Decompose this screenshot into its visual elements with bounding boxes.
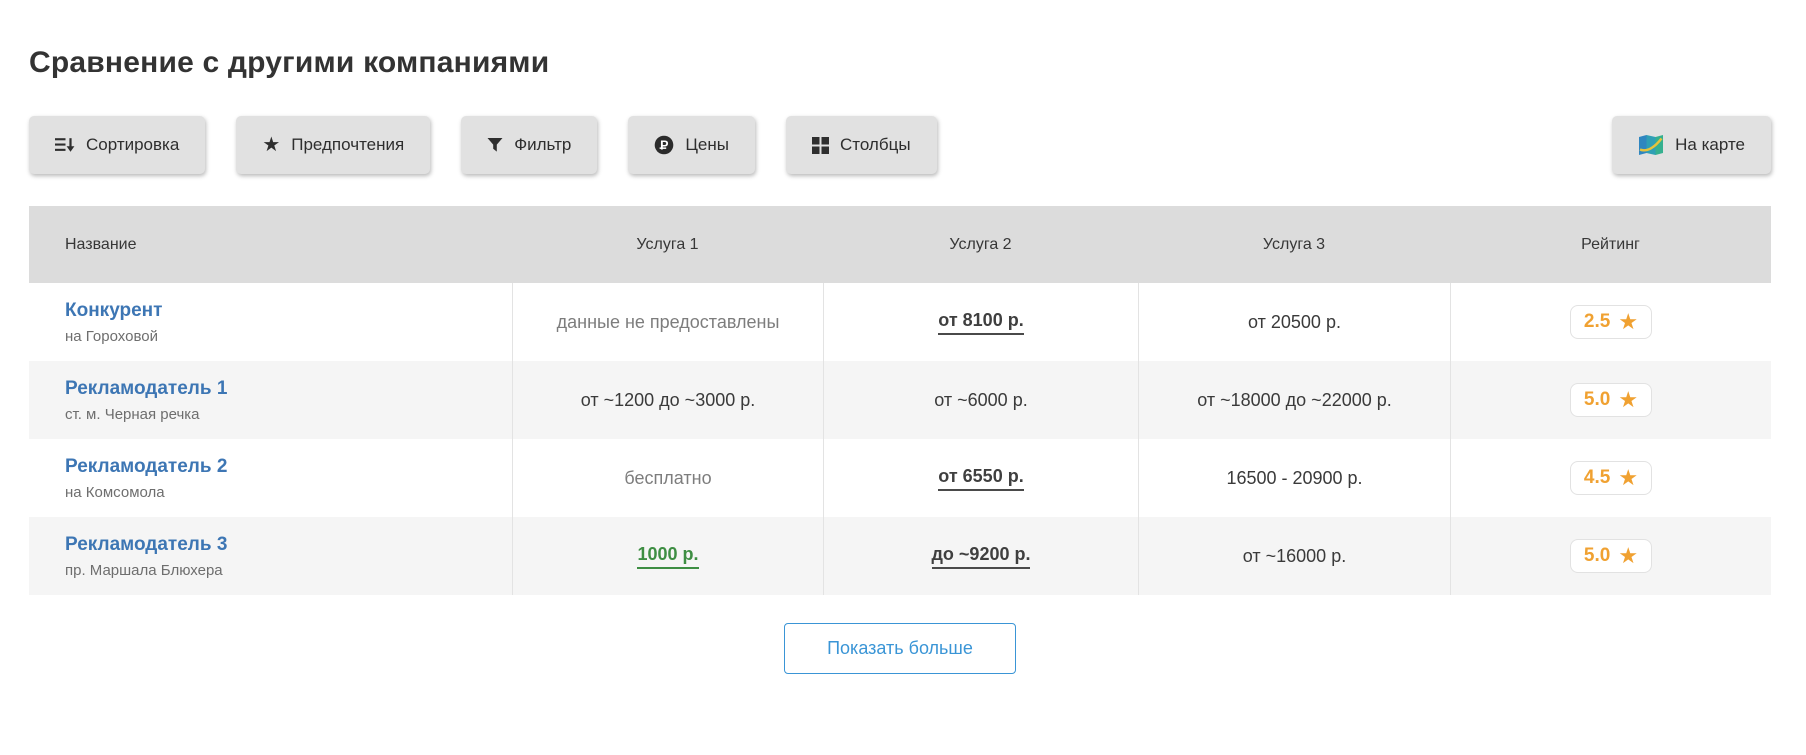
company-link[interactable]: Рекламодатель 2	[65, 455, 228, 477]
rating-badge: 5.0 ★	[1569, 383, 1653, 417]
service3-value: от ~16000 р.	[1242, 545, 1347, 566]
company-cell: Рекламодатель 2 на Комсомола	[29, 439, 512, 517]
service2-price-link[interactable]: от 6550 р.	[938, 466, 1024, 491]
rating-cell: 2.5 ★	[1450, 283, 1771, 361]
rating-badge: 2.5 ★	[1569, 305, 1653, 339]
prices-button[interactable]: Р Цены	[628, 116, 755, 174]
company-link[interactable]: Рекламодатель 1	[65, 377, 228, 399]
service3-value: от ~18000 до ~22000 р.	[1197, 389, 1392, 410]
column-header-service3: Услуга 3	[1262, 235, 1326, 253]
star-icon: ★	[1618, 465, 1639, 490]
column-header-rating: Рейтинг	[1581, 235, 1640, 253]
rating-cell: 5.0 ★	[1450, 361, 1771, 439]
svg-text:Р: Р	[660, 138, 668, 152]
page-title: Сравнение с другими компаниями	[29, 46, 550, 79]
company-link[interactable]: Рекламодатель 3	[65, 533, 228, 555]
company-cell: Конкурент на Гороховой	[29, 283, 512, 361]
column-header-name: Название	[65, 235, 137, 253]
service3-cell: 16500 - 20900 р.	[1138, 439, 1450, 517]
service2-cell: от 8100 р.	[823, 283, 1138, 361]
service3-cell: от ~16000 р.	[1138, 517, 1450, 595]
company-address: на Гороховой	[65, 327, 158, 345]
rating-value: 2.5	[1583, 311, 1611, 332]
column-header-service1: Услуга 1	[636, 235, 699, 253]
ruble-icon: Р	[654, 135, 674, 155]
table-body: Конкурент на Гороховой данные не предост…	[29, 283, 1771, 595]
service3-value: 16500 - 20900 р.	[1226, 467, 1363, 488]
service3-value: от 20500 р.	[1248, 311, 1341, 332]
map-button[interactable]: На карте	[1612, 116, 1771, 174]
service3-cell: от ~18000 до ~22000 р.	[1138, 361, 1450, 439]
company-address: пр. Маршала Блюхера	[65, 561, 223, 579]
service1-price-link[interactable]: 1000 р.	[637, 544, 699, 569]
sort-icon	[55, 137, 75, 153]
toolbar: Сортировка ★ Предпочтения Фильтр Р Ц	[29, 116, 1771, 174]
service2-price-link[interactable]: от 8100 р.	[938, 310, 1024, 335]
sort-button[interactable]: Сортировка	[29, 116, 206, 174]
comparison-table: Название Услуга 1 Услуга 2 Услуга 3 Рейт…	[29, 206, 1771, 595]
company-address: на Комсомола	[65, 483, 165, 501]
service1-cell: данные не предоставлены	[512, 283, 823, 361]
service1-cell: бесплатно	[512, 439, 823, 517]
rating-badge: 4.5 ★	[1569, 461, 1653, 495]
rating-value: 5.0	[1583, 389, 1611, 410]
company-link[interactable]: Конкурент	[65, 299, 163, 321]
filter-button[interactable]: Фильтр	[461, 116, 598, 174]
preferences-button-label: Предпочтения	[291, 135, 405, 154]
rating-value: 5.0	[1583, 545, 1611, 566]
table-header-row: Название Услуга 1 Услуга 2 Услуга 3 Рейт…	[29, 206, 1771, 283]
service1-cell: 1000 р.	[512, 517, 823, 595]
prices-button-label: Цены	[685, 135, 729, 154]
comparison-page: Сравнение с другими компаниями Сортировк…	[0, 46, 1806, 674]
rating-cell: 5.0 ★	[1450, 517, 1771, 595]
company-cell: Рекламодатель 3 пр. Маршала Блюхера	[29, 517, 512, 595]
column-header-service2: Услуга 2	[949, 235, 1012, 253]
table-row: Рекламодатель 3 пр. Маршала Блюхера 1000…	[29, 517, 1771, 595]
table-row: Рекламодатель 2 на Комсомола бесплатно о…	[29, 439, 1771, 517]
service1-cell: от ~1200 до ~3000 р.	[512, 361, 823, 439]
map-icon	[1638, 134, 1664, 156]
rating-value: 4.5	[1583, 467, 1611, 488]
table-footer: Показать больше	[29, 623, 1771, 674]
map-button-label: На карте	[1675, 135, 1745, 154]
sort-button-label: Сортировка	[86, 135, 180, 154]
columns-button[interactable]: Столбцы	[785, 116, 937, 174]
company-address: ст. м. Черная речка	[65, 405, 200, 423]
service2-cell: от ~6000 р.	[823, 361, 1138, 439]
service2-cell: от 6550 р.	[823, 439, 1138, 517]
star-icon: ★	[1618, 543, 1639, 568]
rating-badge: 5.0 ★	[1569, 539, 1653, 573]
service2-cell: до ~9200 р.	[823, 517, 1138, 595]
service2-price-link[interactable]: до ~9200 р.	[931, 544, 1031, 569]
table-row: Рекламодатель 1 ст. м. Черная речка от ~…	[29, 361, 1771, 439]
company-cell: Рекламодатель 1 ст. м. Черная речка	[29, 361, 512, 439]
rating-cell: 4.5 ★	[1450, 439, 1771, 517]
star-icon: ★	[1618, 309, 1639, 334]
columns-button-label: Столбцы	[839, 135, 911, 154]
service1-value: от ~1200 до ~3000 р.	[580, 389, 756, 410]
filter-icon	[487, 137, 503, 153]
filter-button-label: Фильтр	[514, 135, 572, 154]
star-icon: ★	[262, 134, 281, 156]
preferences-button[interactable]: ★ Предпочтения	[236, 116, 431, 174]
columns-icon	[811, 136, 829, 154]
service1-value: данные не предоставлены	[556, 311, 780, 332]
show-more-button[interactable]: Показать больше	[784, 623, 1016, 674]
service2-value: от ~6000 р.	[934, 389, 1028, 410]
table-row: Конкурент на Гороховой данные не предост…	[29, 283, 1771, 361]
star-icon: ★	[1618, 387, 1639, 412]
service3-cell: от 20500 р.	[1138, 283, 1450, 361]
service1-value: бесплатно	[624, 467, 712, 488]
